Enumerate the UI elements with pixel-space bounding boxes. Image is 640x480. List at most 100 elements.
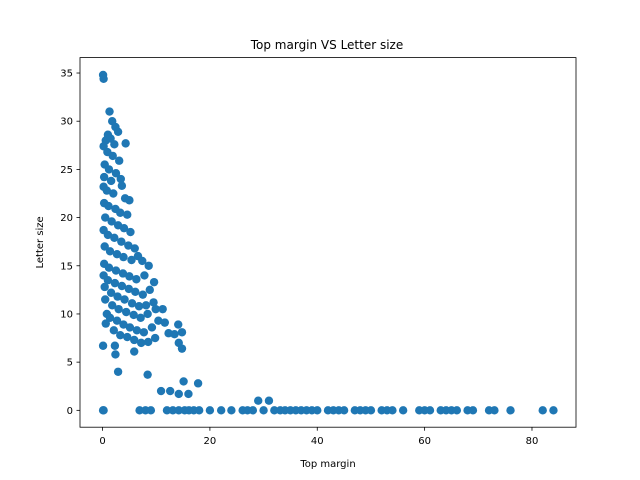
- data-point: [140, 271, 149, 280]
- data-point: [114, 304, 123, 314]
- data-point: [106, 176, 116, 186]
- data-point: [123, 332, 132, 342]
- data-point: [366, 406, 376, 415]
- data-point: [127, 255, 136, 265]
- data-point: [123, 210, 132, 219]
- data-point: [101, 295, 110, 304]
- points-layer: [98, 70, 558, 415]
- data-point: [112, 250, 122, 259]
- data-point: [107, 217, 116, 226]
- data-point: [112, 316, 122, 325]
- data-point: [109, 189, 118, 198]
- data-point: [270, 406, 279, 415]
- data-point: [452, 406, 462, 415]
- data-point: [138, 256, 147, 266]
- data-point: [103, 276, 113, 285]
- y-axis-ticks: 0 5 10 15 20 25 30 35: [60, 69, 80, 417]
- data-point: [132, 275, 141, 284]
- data-point: [108, 151, 117, 161]
- data-point: [138, 290, 148, 299]
- y-axis-label: Letter size: [35, 216, 46, 268]
- x-tick-label: 40: [311, 436, 324, 447]
- data-point: [104, 165, 114, 174]
- data-point: [538, 406, 547, 415]
- data-point: [506, 406, 515, 415]
- data-point: [104, 263, 114, 272]
- data-point: [179, 377, 188, 386]
- data-point: [111, 350, 120, 359]
- data-point: [143, 337, 153, 347]
- data-point: [130, 335, 139, 345]
- data-point: [145, 285, 154, 295]
- data-point: [227, 406, 236, 415]
- data-point: [110, 278, 120, 288]
- data-point: [121, 139, 130, 148]
- x-axis-ticks: 0 20 40 60 80: [99, 427, 538, 447]
- data-point: [99, 172, 109, 182]
- data-point: [105, 247, 115, 256]
- data-point: [150, 333, 160, 343]
- data-point: [111, 169, 121, 178]
- data-point: [174, 320, 183, 329]
- data-point: [139, 328, 149, 337]
- data-point: [135, 406, 144, 415]
- data-point: [149, 277, 159, 287]
- y-tick-label: 35: [60, 69, 73, 80]
- data-point: [117, 281, 127, 291]
- data-point: [105, 107, 114, 116]
- data-point: [174, 389, 183, 399]
- data-point: [136, 313, 145, 323]
- data-point: [177, 328, 187, 337]
- data-point: [264, 396, 274, 405]
- y-tick-label: 30: [60, 117, 73, 128]
- data-point: [170, 330, 179, 339]
- data-point: [98, 341, 108, 350]
- data-point: [119, 320, 128, 329]
- data-point: [121, 307, 131, 317]
- data-point: [116, 174, 126, 184]
- x-tick-label: 80: [526, 436, 539, 447]
- x-tick-label: 20: [204, 436, 217, 447]
- data-point: [108, 301, 117, 310]
- data-point: [151, 304, 160, 314]
- data-point: [116, 330, 125, 340]
- data-point: [105, 313, 115, 323]
- data-point: [130, 244, 139, 253]
- data-point: [110, 233, 119, 243]
- data-point: [119, 252, 128, 262]
- data-point: [126, 227, 135, 237]
- data-point: [194, 406, 204, 415]
- plot-frame: [79, 57, 577, 428]
- data-point: [162, 406, 172, 415]
- data-point: [117, 181, 127, 190]
- data-point: [125, 272, 134, 281]
- data-point: [124, 284, 134, 294]
- data-point: [109, 326, 119, 335]
- data-point: [254, 396, 263, 405]
- data-point: [168, 406, 178, 415]
- data-point: [156, 386, 166, 396]
- data-point: [398, 406, 408, 415]
- data-point: [106, 288, 116, 297]
- data-point: [184, 389, 193, 399]
- data-point: [125, 196, 134, 205]
- data-point: [125, 323, 135, 332]
- data-point: [116, 208, 125, 217]
- data-point: [146, 406, 156, 415]
- data-point: [113, 367, 123, 376]
- data-point: [113, 292, 122, 301]
- data-point: [468, 406, 478, 415]
- data-point: [160, 318, 170, 327]
- data-point: [110, 140, 119, 149]
- data-point: [127, 299, 137, 308]
- data-point: [118, 269, 128, 278]
- data-point: [132, 326, 142, 335]
- data-point: [154, 316, 163, 325]
- data-point: [111, 266, 121, 275]
- data-point: [117, 237, 126, 246]
- data-point: [124, 241, 133, 250]
- data-point: [216, 406, 226, 415]
- data-point: [100, 242, 109, 251]
- data-point: [130, 347, 139, 356]
